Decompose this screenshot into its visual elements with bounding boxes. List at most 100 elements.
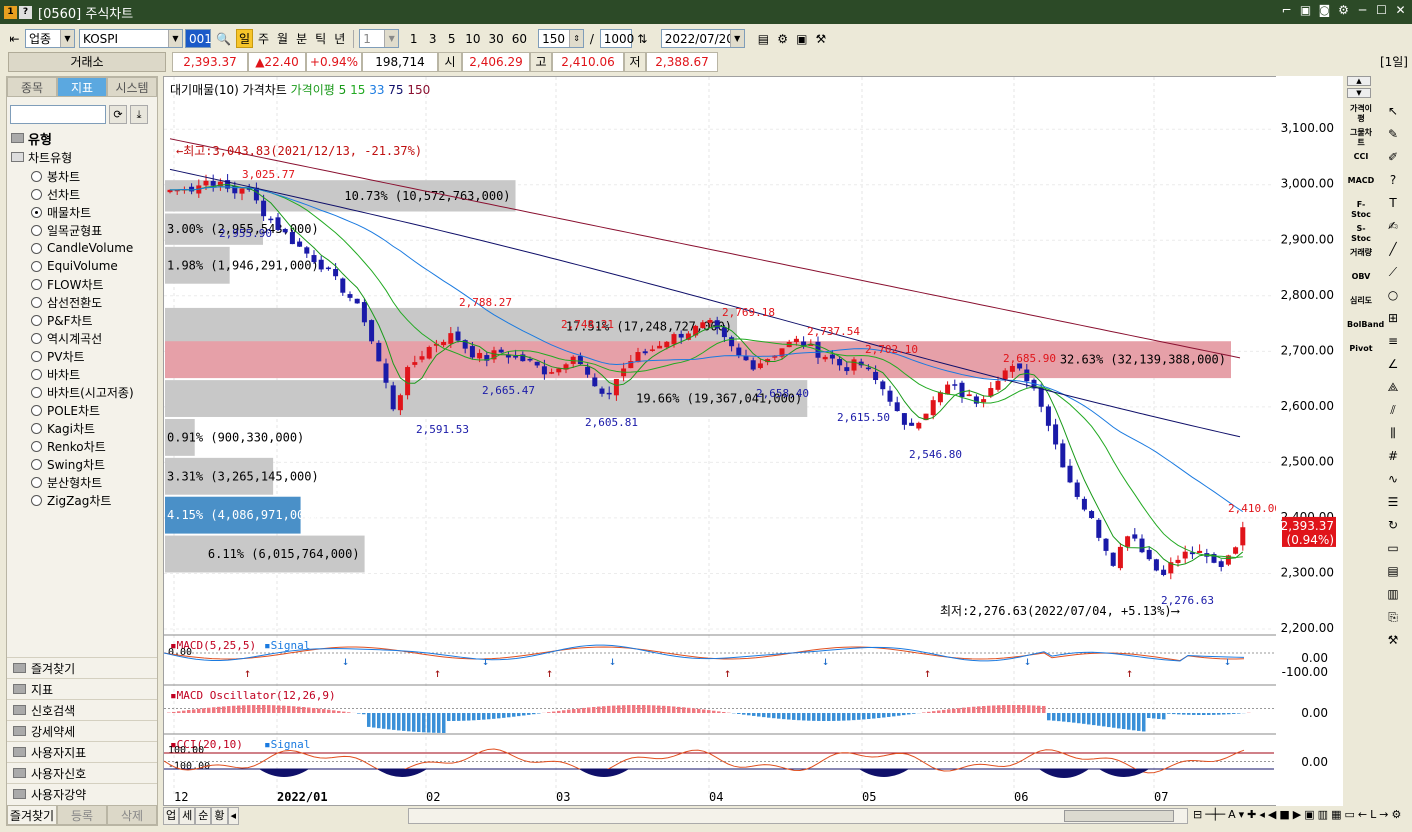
fibonacci-icon[interactable]: ≡ bbox=[1387, 334, 1399, 348]
index-select[interactable]: KOSPI ▼ bbox=[79, 29, 183, 48]
radio-icon[interactable] bbox=[31, 278, 42, 290]
help-icon[interactable]: ? bbox=[19, 5, 32, 19]
period-minute[interactable]: 분 bbox=[296, 32, 308, 46]
save-icon[interactable]: ▣ bbox=[1304, 808, 1315, 821]
minimize-icon[interactable]: ─ bbox=[1358, 3, 1367, 17]
sidebar-group[interactable]: 지표 bbox=[7, 678, 157, 699]
indicator-tool[interactable]: 심리도 bbox=[1349, 296, 1373, 305]
sidebar-group[interactable]: 신호검색 bbox=[7, 699, 157, 720]
cycle-icon[interactable]: ⫼ bbox=[1390, 426, 1396, 440]
channel-icon[interactable]: ⫽ bbox=[1390, 403, 1396, 417]
radio-icon[interactable] bbox=[31, 476, 42, 488]
search-icon[interactable]: 🔍 bbox=[216, 32, 231, 46]
disk-icon[interactable]: ▥ bbox=[1317, 808, 1329, 821]
chart-type-item[interactable]: Swing차트 bbox=[27, 455, 157, 473]
window-icon[interactable]: ▭ bbox=[1387, 541, 1399, 555]
sidebar-group[interactable]: 즐겨찾기 bbox=[7, 657, 157, 678]
fan-icon[interactable]: ⟁ bbox=[1387, 380, 1399, 394]
settings-icon[interactable]: ⚙ bbox=[1338, 3, 1349, 17]
radio-icon[interactable] bbox=[31, 170, 42, 182]
chart-icon[interactable]: ▤ bbox=[757, 32, 770, 46]
chart-type-item[interactable]: PV차트 bbox=[27, 347, 157, 365]
group-type[interactable]: 유형 bbox=[11, 129, 52, 148]
horizontal-scrollbar[interactable] bbox=[408, 808, 1188, 824]
bottom-tab-1[interactable]: 세 bbox=[179, 807, 196, 825]
chart-type-item[interactable]: 선차트 bbox=[27, 185, 157, 203]
auto-icon[interactable]: ↻ bbox=[1387, 518, 1399, 532]
radio-icon[interactable] bbox=[31, 368, 42, 380]
help-icon[interactable]: ? bbox=[1389, 173, 1397, 187]
delete-button[interactable]: 삭제 bbox=[107, 805, 157, 825]
radio-icon[interactable] bbox=[31, 332, 42, 344]
period-day[interactable]: 일 bbox=[235, 29, 253, 48]
bottom-tab-0[interactable]: 업 bbox=[163, 807, 180, 825]
trendline-icon[interactable]: ⟋ bbox=[1388, 265, 1398, 279]
nav-first-icon[interactable]: ◂ bbox=[1259, 808, 1265, 821]
line-icon[interactable]: ╱ bbox=[1389, 242, 1397, 256]
zoom-out-icon[interactable]: ⊟ bbox=[1193, 808, 1203, 821]
radio-icon[interactable] bbox=[31, 494, 42, 506]
save-icon[interactable]: ▣ bbox=[1299, 3, 1312, 17]
rectangle-icon[interactable]: ⊞ bbox=[1387, 311, 1399, 325]
register-button[interactable]: 등록 bbox=[57, 805, 107, 825]
period-month[interactable]: 월 bbox=[277, 32, 289, 46]
circle-icon[interactable]: ○ bbox=[1387, 288, 1399, 302]
maximize-icon[interactable]: ☐ bbox=[1376, 3, 1387, 17]
copy-icon[interactable]: ⎘ bbox=[1388, 610, 1398, 624]
indicator-tool[interactable]: S-Stoc bbox=[1351, 224, 1371, 243]
download-icon[interactable]: ⤓ bbox=[130, 105, 148, 124]
eraser-icon[interactable]: ✎ bbox=[1387, 127, 1399, 141]
radio-icon[interactable] bbox=[31, 296, 42, 308]
sidebar-group[interactable]: 사용자신호 bbox=[7, 762, 157, 783]
link-icon[interactable]: ⌐ bbox=[1281, 3, 1292, 17]
forward-arrow-icon[interactable]: → bbox=[1379, 808, 1389, 821]
scroll-thumb[interactable] bbox=[1064, 810, 1174, 822]
chart-type-item[interactable]: 역시계곡선 bbox=[27, 329, 157, 347]
chart-type-item[interactable]: ZigZag차트 bbox=[27, 491, 157, 509]
radio-icon[interactable] bbox=[31, 350, 42, 362]
chart-type-item[interactable]: 일목균형표 bbox=[27, 221, 157, 239]
period-week[interactable]: 주 bbox=[258, 32, 270, 46]
tab-stock[interactable]: 종목 bbox=[7, 77, 57, 97]
chart-type-item[interactable]: 분산형차트 bbox=[27, 473, 157, 491]
sidebar-group[interactable]: 사용자지표 bbox=[7, 741, 157, 762]
radio-icon[interactable] bbox=[31, 224, 42, 236]
nav-back-icon[interactable]: ◀ bbox=[1267, 808, 1277, 821]
period-tick[interactable]: 틱 bbox=[315, 32, 327, 46]
radio-icon[interactable] bbox=[31, 422, 42, 434]
stop-icon[interactable]: ■ bbox=[1279, 808, 1290, 821]
stepper-icon[interactable]: ⇕ bbox=[569, 30, 584, 47]
radio-icon[interactable] bbox=[31, 314, 42, 326]
radio-icon[interactable] bbox=[31, 188, 42, 200]
chart-type-item[interactable]: POLE차트 bbox=[27, 401, 157, 419]
wave-icon[interactable]: ∿ bbox=[1387, 472, 1399, 486]
indicator-tool[interactable]: F-Stoc bbox=[1351, 200, 1371, 219]
chart-type-item[interactable]: FLOW차트 bbox=[27, 275, 157, 293]
disk-icon[interactable]: ▣ bbox=[796, 32, 808, 46]
date-select[interactable]: 2022/07/20 ▼ bbox=[660, 29, 745, 48]
arrow-down-icon[interactable]: ▼ bbox=[1347, 88, 1371, 98]
arrow-up-icon[interactable]: ▲ bbox=[1347, 76, 1371, 86]
indicator-tool[interactable]: BolBand bbox=[1347, 320, 1385, 329]
code-input[interactable]: 001 bbox=[185, 29, 212, 48]
all-icon[interactable]: ✐ bbox=[1387, 150, 1399, 164]
interval-60[interactable]: 60 bbox=[511, 32, 528, 46]
chart-type-item[interactable]: CandleVolume bbox=[27, 239, 157, 257]
camera-icon[interactable]: ◙ bbox=[1318, 3, 1331, 17]
total-input[interactable]: 1000 bbox=[599, 29, 634, 48]
slider-icon[interactable]: ─┼─ bbox=[1205, 808, 1226, 821]
layout-icon[interactable]: ▦ bbox=[1331, 808, 1342, 821]
favorites-button[interactable]: 즐겨찾기 bbox=[7, 805, 57, 825]
indicator-tool[interactable]: MACD bbox=[1347, 176, 1375, 185]
bottom-tab-3[interactable]: 황 bbox=[211, 807, 228, 825]
plus-icon[interactable]: ✚ bbox=[1247, 808, 1257, 821]
radio-icon[interactable] bbox=[31, 260, 42, 272]
chart-type-item[interactable]: EquiVolume bbox=[27, 257, 157, 275]
chart-type-item[interactable]: 바차트 bbox=[27, 365, 157, 383]
tab-indicator[interactable]: 지표 bbox=[57, 77, 107, 97]
sidebar-group[interactable]: 강세약세 bbox=[7, 720, 157, 741]
brush-icon[interactable]: ✍ bbox=[1387, 219, 1399, 233]
interval-30[interactable]: 30 bbox=[488, 32, 504, 46]
interval-1[interactable]: 1 bbox=[409, 32, 418, 46]
indicator-tool[interactable]: Pivot bbox=[1349, 344, 1373, 353]
